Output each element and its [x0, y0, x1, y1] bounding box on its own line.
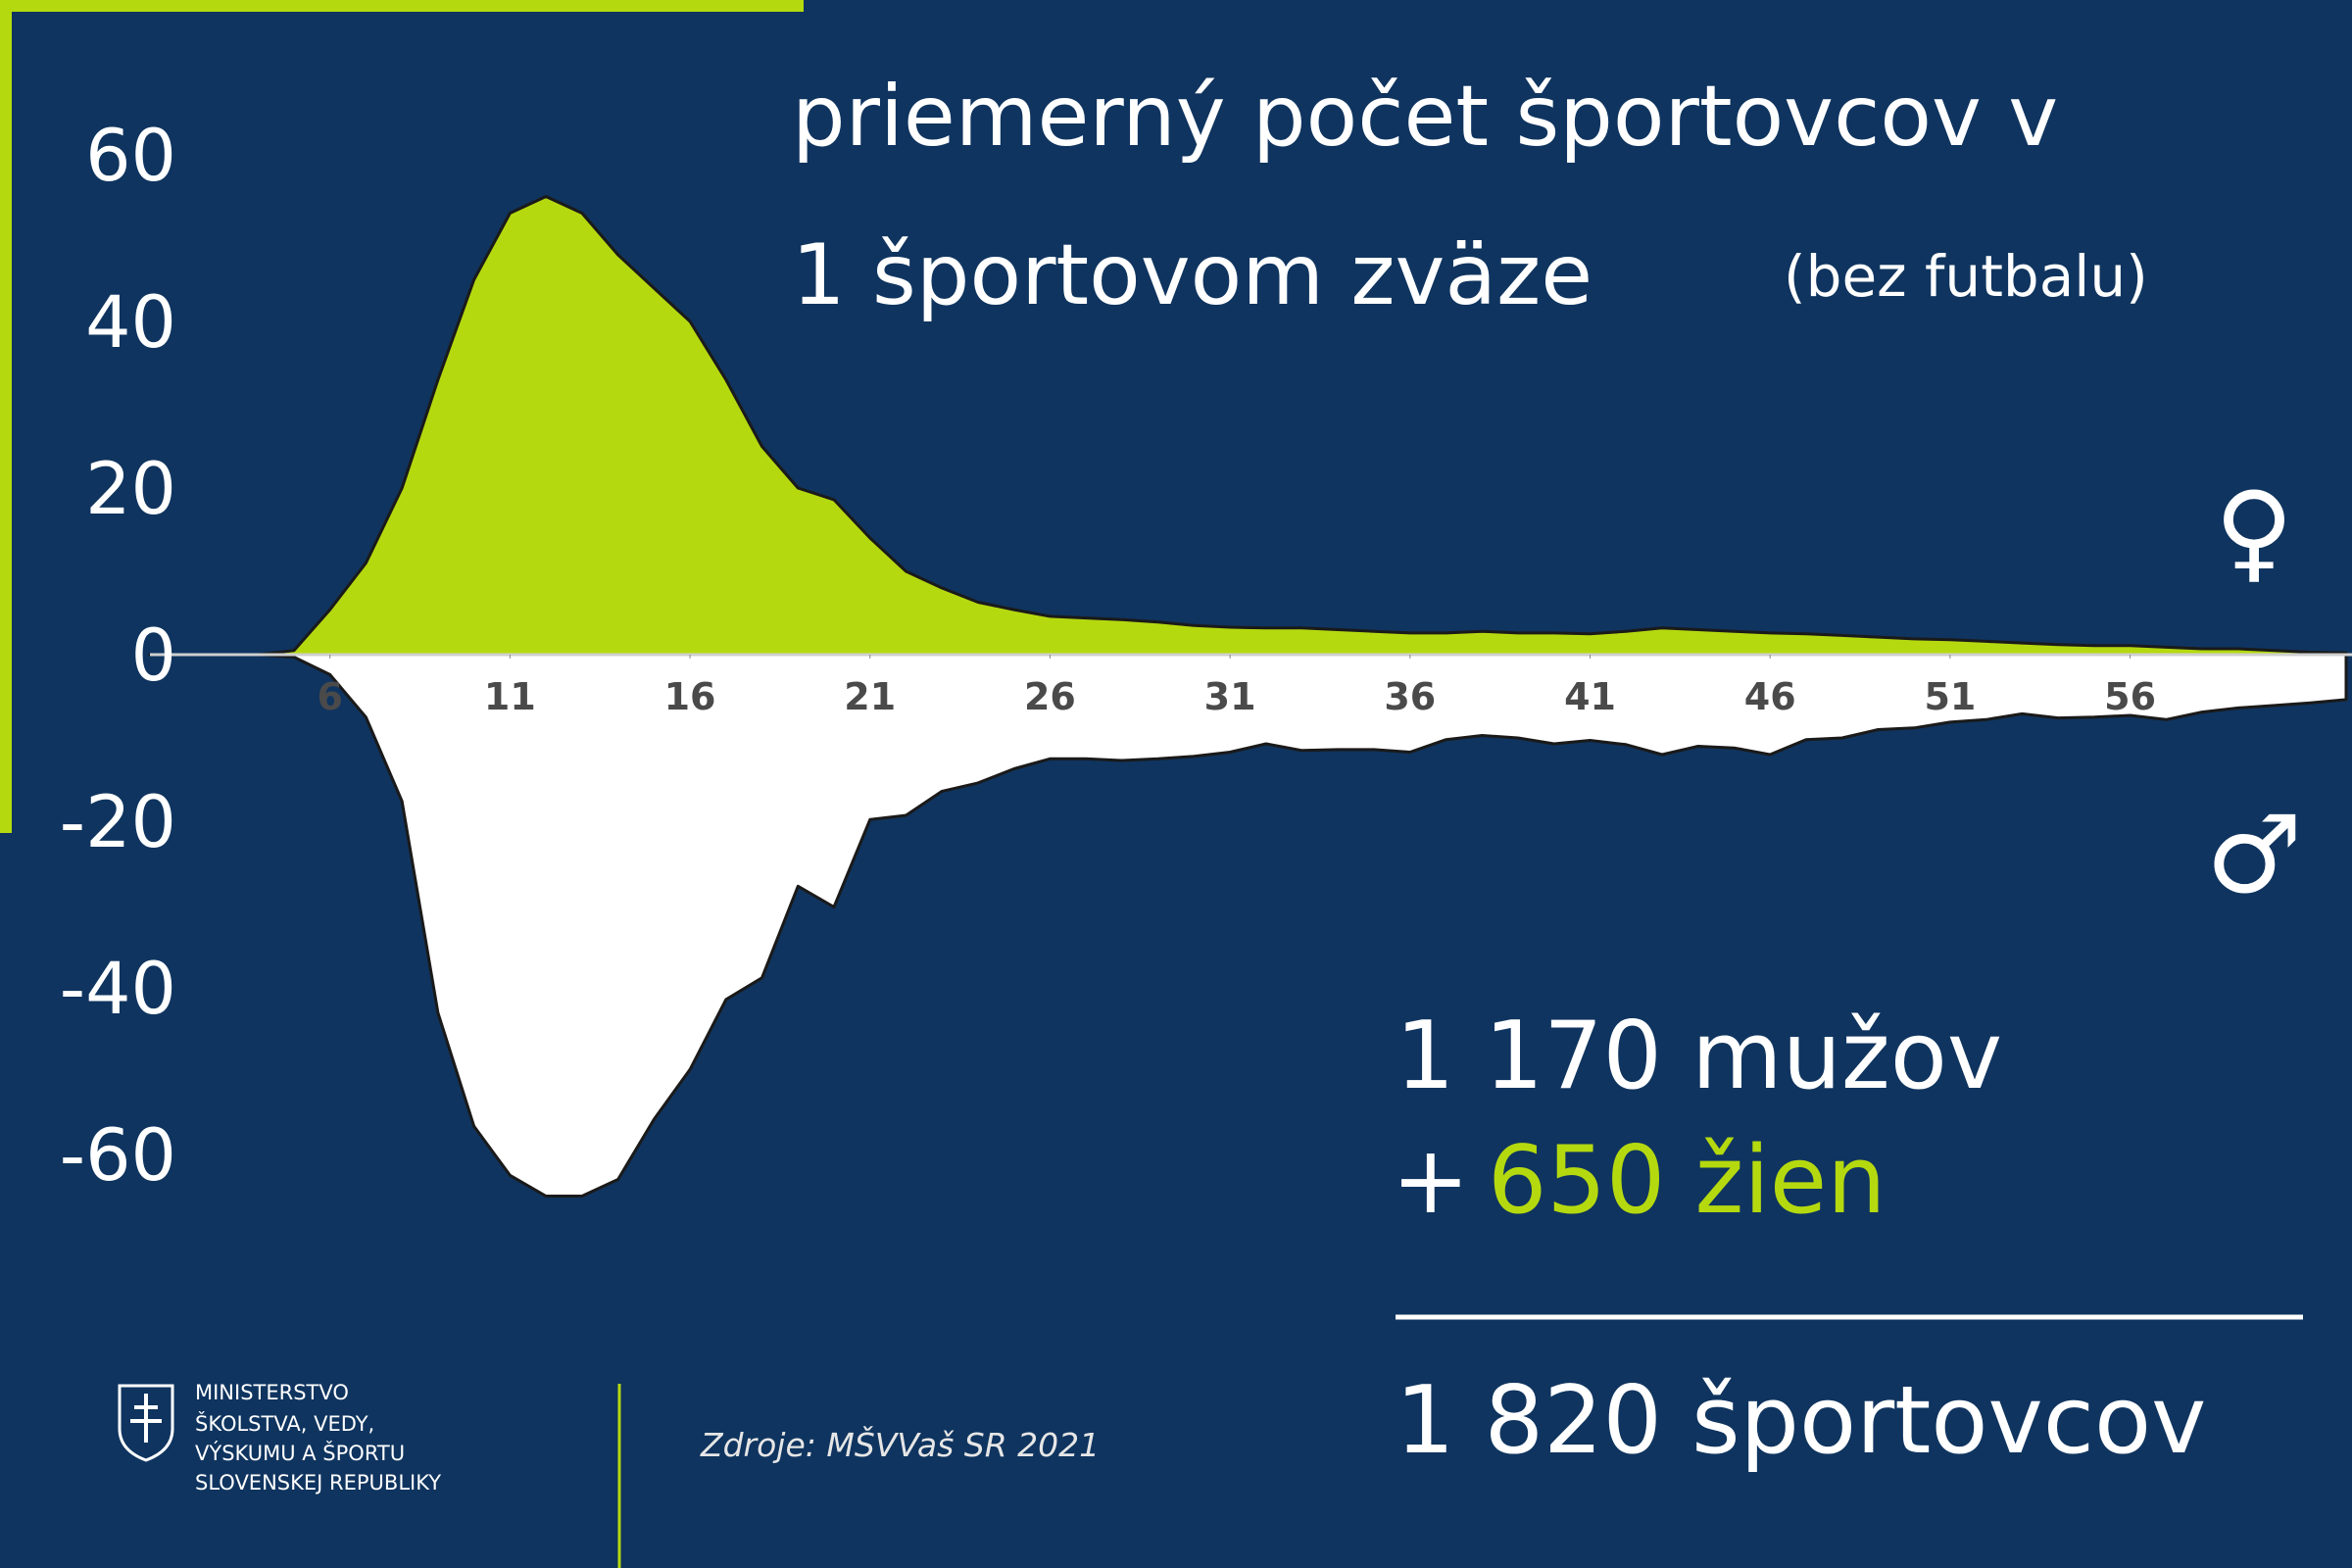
y-tick-label: -40: [60, 948, 176, 1031]
ministry-line: MINISTERSTVO: [195, 1381, 349, 1404]
frame-left: [0, 0, 12, 833]
y-tick-label: 0: [131, 614, 176, 698]
legend-male: ♂: [2206, 792, 2303, 917]
y-tick-label: 60: [85, 115, 176, 198]
frame-top: [0, 0, 804, 12]
summary-plus: +: [1392, 1127, 1470, 1235]
ministry-line: SLOVENSKEJ REPUBLIKY: [195, 1471, 441, 1494]
y-tick-label: 40: [85, 281, 176, 365]
x-tick-label: 16: [664, 675, 716, 718]
x-tick-label: 56: [2104, 675, 2156, 718]
chart-subtitle: (bez futbalu): [1784, 243, 2148, 310]
summary-men: 1 170 mužov: [1396, 1003, 2002, 1110]
y-tick-label: -20: [60, 781, 176, 864]
chart-title: 1 športovom zväze: [792, 226, 1592, 324]
x-tick-label: 51: [1924, 675, 1976, 718]
x-tick-label: 11: [484, 675, 536, 718]
x-tick-label: 21: [844, 675, 896, 718]
ministry-line: ŠKOLSTVA, VEDY,: [195, 1411, 374, 1436]
logo-cross: [130, 1394, 162, 1443]
x-tick-label: 46: [1744, 675, 1796, 718]
area: [148, 195, 2348, 657]
y-tick-label: -60: [60, 1114, 176, 1198]
logo-shield: [118, 1384, 174, 1462]
x-tick-label: 36: [1384, 675, 1436, 718]
summary-total: 1 820 športovcov: [1396, 1367, 2206, 1475]
ministry-line: VÝSKUMU A ŠPORTU: [195, 1441, 405, 1465]
summary-women: 650 žien: [1488, 1127, 1886, 1235]
x-tick-label: 41: [1564, 675, 1616, 718]
legend-female: ♀: [2215, 468, 2294, 594]
y-tick-label: 20: [85, 448, 176, 531]
x-tick-label: 31: [1204, 675, 1256, 718]
chart-title: priemerný počet športovcov v: [792, 68, 2058, 166]
x-tick-label: 26: [1024, 675, 1076, 718]
area: [148, 653, 2348, 1198]
source: Zdroje: MŠVVaš SR 2021: [700, 1425, 1100, 1464]
plot-area: 60 40 20 0 -20 -40 -60 6 11 16 21 26 31 36 41 46 51 56: [60, 115, 2352, 1198]
x-tick-label: 6: [317, 675, 342, 718]
